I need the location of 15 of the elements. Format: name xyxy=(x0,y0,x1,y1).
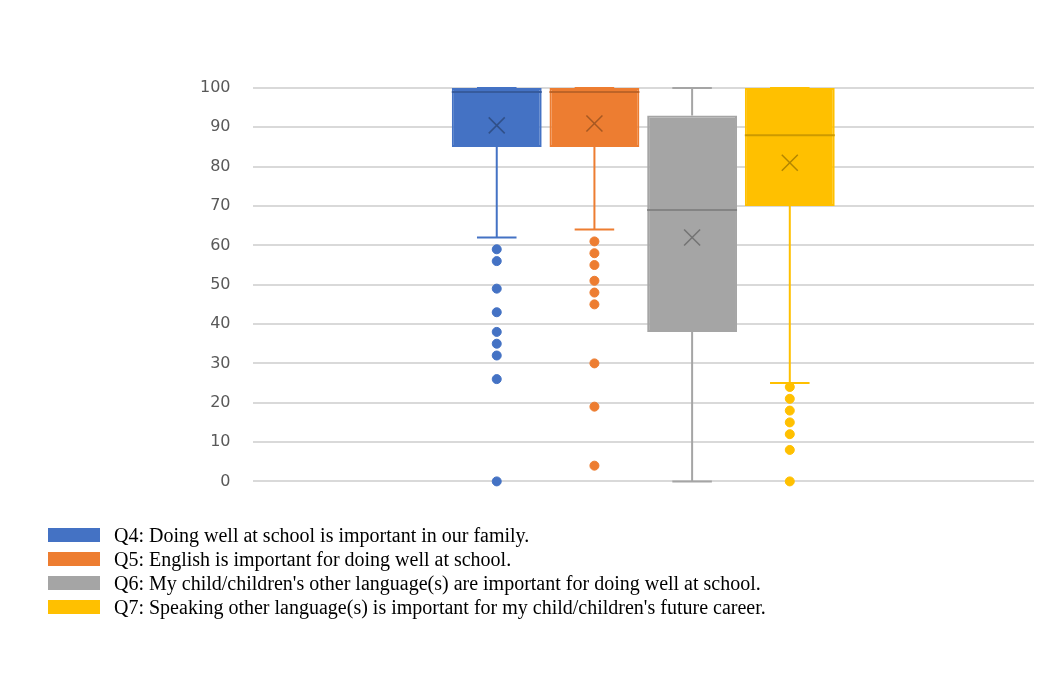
y-tick-label: 90 xyxy=(210,116,231,136)
legend-label: Q5: English is important for doing well at school. xyxy=(114,547,512,571)
y-tick-label: 100 xyxy=(199,77,231,97)
y-tick-label: 30 xyxy=(210,352,231,372)
y-tick-label: 10 xyxy=(210,431,231,451)
y-tick-label: 0 xyxy=(220,470,231,490)
legend-label: Q4: Doing well at school is important in our family. xyxy=(114,523,530,547)
y-tick-label: 70 xyxy=(210,195,231,215)
legend-label: Q6: My child/children's other language(s) are important for doing well at school. xyxy=(114,571,761,595)
y-tick-label: 20 xyxy=(210,391,231,411)
y-tick-label: 50 xyxy=(210,273,231,293)
legend-label: Q7: Speaking other language(s) is important for my child/children's future career. xyxy=(114,595,766,619)
y-tick-label: 40 xyxy=(210,313,231,333)
y-tick-label: 60 xyxy=(210,234,231,254)
y-tick-label: 80 xyxy=(210,155,231,175)
